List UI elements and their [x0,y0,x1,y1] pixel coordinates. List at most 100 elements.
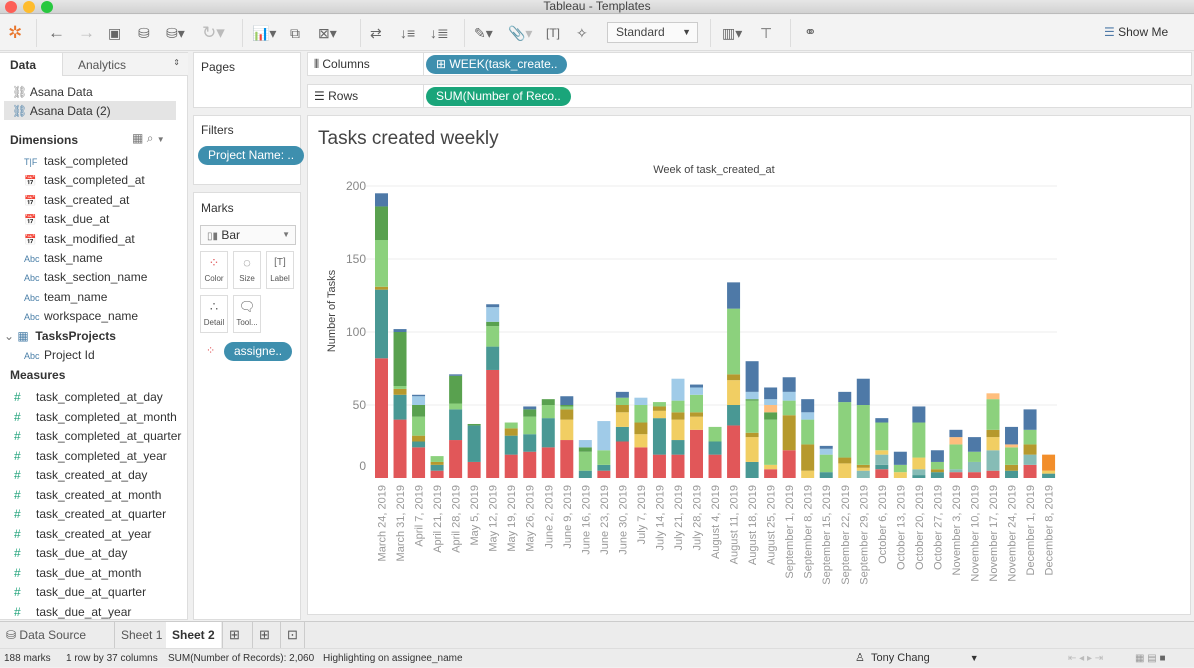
maximize-window-button[interactable] [41,1,53,13]
data-source-asana-2[interactable]: ⛓ Asana Data (2) [12,104,111,118]
field-task-created-at[interactable]: 📅 task_created_at [24,193,129,207]
dimensions-tools[interactable]: ▦ ⌕ ▼ [132,131,165,146]
measure-task-created-at-day[interactable]: # task_created_at_day [14,468,147,482]
measure-icon: # [14,429,21,443]
rows-shelf[interactable]: ☰ Rows SUM(Number of Reco.. [307,84,1192,108]
color-button[interactable]: ⁘ Color [200,251,228,289]
x-tick-label: July 21, 2019 [673,485,685,550]
sheet-navigation[interactable]: ⇤ ◂ ▸ ⇥ [1068,653,1104,664]
measure-task-completed-at-month[interactable]: # task_completed_at_month [14,410,177,424]
measure-task-due-at-year[interactable]: # task_due_at_year [14,605,131,619]
show-labels-icon[interactable]: [T] [546,26,560,40]
measure-task-created-at-month[interactable]: # task_created_at_month [14,488,161,502]
detail-button[interactable]: ∴ Detail [200,295,228,333]
field-task-modified-at[interactable]: 📅 task_modified_at [24,232,135,246]
fit-select[interactable]: Standard ▼ [607,22,698,43]
data-source-tab[interactable]: ⛁ Data Source [6,628,87,642]
bar-segment [1042,454,1056,471]
new-worksheet-icon[interactable]: ⊞ [222,622,246,648]
redo-icon[interactable]: → [78,23,95,42]
filter-pill-project-name[interactable]: Project Name: .. [198,146,305,165]
columns-shelf[interactable]: ⫴ Columns ⊞ WEEK(task_create.. [307,52,1192,76]
bar-segment [875,450,889,455]
x-tick-label: September 22, 2019 [840,485,852,585]
presentation-icon[interactable]: ⊤ [760,25,773,41]
tab-sheet-2[interactable]: Sheet 2 [166,622,221,648]
mark-type-select[interactable]: ▯▮ Bar ▼ [200,225,296,245]
rows-icon: ☰ [314,89,325,103]
user-menu[interactable]: ♙ Tony Chang ▼ [855,652,979,664]
label-button[interactable]: [T] Label [266,251,294,289]
share-icon[interactable]: ⚭ [804,24,817,41]
measure-task-completed-at-year[interactable]: # task_completed_at_year [14,449,167,463]
minimize-window-button[interactable] [23,1,35,13]
save-icon[interactable]: ▣ [108,25,122,41]
sort-ascending-icon[interactable]: ↓≡ [400,25,416,41]
group-icon[interactable]: 📎▾ [508,25,533,41]
field-task-completed-at[interactable]: 📅 task_completed_at [24,173,145,187]
field-task-completed[interactable]: T|F task_completed [24,154,128,168]
swap-icon[interactable]: ⇄ [370,25,382,41]
view-toggle-icons[interactable]: ▦ ▤ ■ [1135,653,1166,664]
measure-task-created-at-year[interactable]: # task_created_at_year [14,527,151,541]
field-workspace-name[interactable]: Abc workspace_name [24,309,138,323]
measure-task-created-at-quarter[interactable]: # task_created_at_quarter [14,507,166,521]
x-tick-label: November 10, 2019 [969,485,981,582]
bar-segment [690,384,704,388]
close-window-button[interactable] [5,1,17,13]
new-story-icon[interactable]: ⊡ [280,622,305,648]
pages-shelf[interactable]: Pages [193,52,301,108]
field-name: task_completed_at_day [36,390,163,404]
boolean-icon: T|F [24,157,38,167]
search-icon: ⌕ [146,131,154,145]
tab-data[interactable]: Data [0,53,62,76]
data-source-asana[interactable]: ⛓ Asana Data [12,85,93,99]
highlight-icon[interactable]: ✎▾ [474,25,493,41]
folder-tasksprojects[interactable]: ⌄ ▦ TasksProjects [4,329,116,343]
x-tick-label: June 2, 2019 [543,485,555,549]
bar-segment [375,193,388,207]
size-button[interactable]: ◌ Size [233,251,261,289]
new-data-source-icon[interactable]: ⛁ [138,25,150,41]
field-project-id[interactable]: Abc Project Id [24,348,95,362]
sort-descending-icon[interactable]: ↓≣ [430,25,449,41]
marks-card: Marks ▯▮ Bar ▼ ⁘ Color ◌ Size [T] Label ∴ Det… [193,192,301,620]
new-dashboard-icon[interactable]: ⊞ [252,622,276,648]
show-cards-icon[interactable]: ▥▾ [722,25,743,41]
measure-task-completed-at-day[interactable]: # task_completed_at_day [14,390,163,404]
color-pill-assignee[interactable]: assigne.. [224,342,293,361]
field-task-due-at[interactable]: 📅 task_due_at [24,212,109,226]
columns-pill-week[interactable]: ⊞ WEEK(task_create.. [426,55,568,74]
bar-segment [412,405,426,417]
color-icon: ⁘ [208,255,220,270]
pause-updates-icon[interactable]: ⛁▾ [166,25,185,41]
show-me-button[interactable]: ☰ Show Me [1104,25,1168,39]
measure-task-due-at-month[interactable]: # task_due_at_month [14,566,141,580]
bar-segment [930,469,944,473]
measure-task-due-at-quarter[interactable]: # task_due_at_quarter [14,585,146,599]
refresh-icon[interactable]: ↻▾ [202,23,225,42]
rows-pill-sum[interactable]: SUM(Number of Reco.. [426,87,571,106]
field-task-section-name[interactable]: Abc task_section_name [24,270,147,284]
duplicate-sheet-icon[interactable]: ⧉ [290,25,300,41]
x-tick-label: June 9, 2019 [562,485,574,549]
tableau-logo-icon[interactable]: ✲ [8,23,23,42]
bar-segment [1023,444,1037,455]
clear-sheet-icon[interactable]: ⊠▾ [318,25,337,41]
measure-task-due-at-day[interactable]: # task_due_at_day [14,546,127,560]
bar-segment [504,428,518,436]
tab-analytics[interactable]: Analytics ⇕ [62,53,188,76]
tab-sheet-1[interactable]: Sheet 1 [114,622,168,648]
measure-task-completed-at-quarter[interactable]: # task_completed_at_quarter [14,429,181,443]
menu-chevron-icon: ▼ [156,135,165,144]
undo-icon[interactable]: ← [48,23,65,42]
tooltip-button[interactable]: 🗨 Tool... [233,295,261,333]
measure-icon: # [14,604,21,619]
bar-segment [523,416,537,435]
filters-shelf[interactable]: Filters Project Name: .. [193,115,305,185]
new-worksheet-icon[interactable]: 📊▾ [252,25,277,41]
bar-segment [930,472,944,478]
pin-icon[interactable]: ✧ [576,25,588,41]
field-task-name[interactable]: Abc task_name [24,251,103,265]
field-team-name[interactable]: Abc team_name [24,290,107,304]
